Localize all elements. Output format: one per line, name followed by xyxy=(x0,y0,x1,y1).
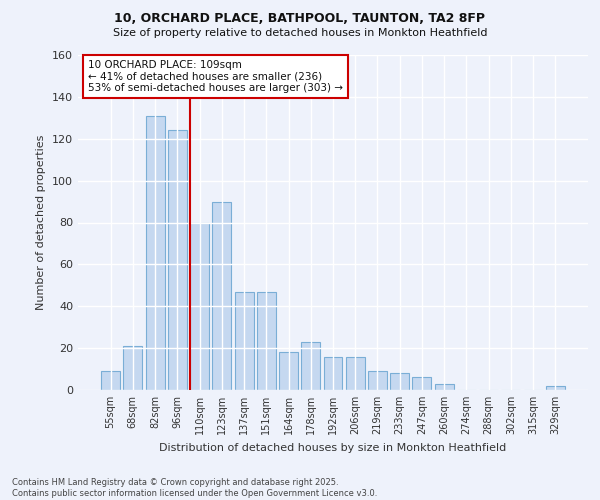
Bar xyxy=(412,378,431,390)
Bar xyxy=(146,116,164,390)
Bar xyxy=(168,130,187,390)
Bar xyxy=(190,222,209,390)
Text: 10, ORCHARD PLACE, BATHPOOL, TAUNTON, TA2 8FP: 10, ORCHARD PLACE, BATHPOOL, TAUNTON, TA… xyxy=(115,12,485,26)
X-axis label: Distribution of detached houses by size in Monkton Heathfield: Distribution of detached houses by size … xyxy=(160,442,506,452)
Bar xyxy=(323,356,343,390)
Bar xyxy=(212,202,231,390)
Bar xyxy=(301,342,320,390)
Bar xyxy=(346,356,365,390)
Bar xyxy=(368,371,387,390)
Bar xyxy=(124,346,142,390)
Text: Size of property relative to detached houses in Monkton Heathfield: Size of property relative to detached ho… xyxy=(113,28,487,38)
Bar xyxy=(101,371,120,390)
Text: 10 ORCHARD PLACE: 109sqm
← 41% of detached houses are smaller (236)
53% of semi-: 10 ORCHARD PLACE: 109sqm ← 41% of detach… xyxy=(88,60,343,93)
Y-axis label: Number of detached properties: Number of detached properties xyxy=(37,135,46,310)
Bar xyxy=(546,386,565,390)
Bar xyxy=(257,292,276,390)
Bar xyxy=(279,352,298,390)
Text: Contains HM Land Registry data © Crown copyright and database right 2025.
Contai: Contains HM Land Registry data © Crown c… xyxy=(12,478,377,498)
Bar xyxy=(390,373,409,390)
Bar xyxy=(235,292,254,390)
Bar xyxy=(435,384,454,390)
